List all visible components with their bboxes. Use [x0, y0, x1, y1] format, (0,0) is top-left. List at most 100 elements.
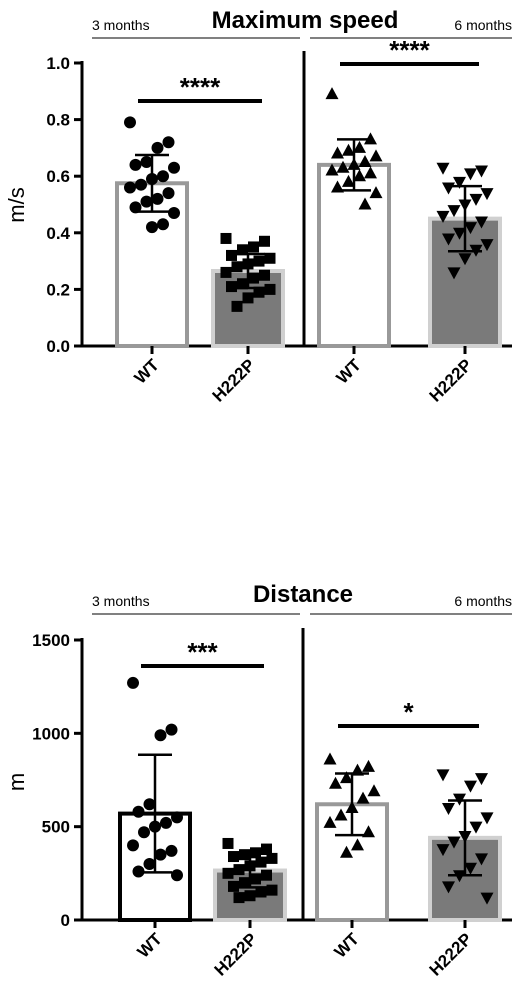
data-point — [331, 180, 344, 193]
x-category-label: H222P — [211, 929, 261, 979]
data-point — [132, 865, 145, 878]
data-point — [453, 793, 466, 806]
data-point — [244, 860, 256, 872]
data-point — [358, 197, 372, 210]
data-point — [157, 170, 169, 183]
x-category-label: WT — [134, 929, 167, 962]
data-point — [362, 759, 375, 772]
data-point — [237, 244, 248, 256]
data-point — [228, 851, 239, 863]
data-point — [233, 892, 245, 904]
data-point — [331, 146, 344, 159]
data-point — [259, 235, 270, 247]
data-point — [151, 192, 164, 205]
y-tick-label: 500 — [42, 818, 70, 837]
y-tick-label: 1000 — [32, 724, 70, 743]
data-point — [362, 825, 375, 838]
data-point — [264, 283, 276, 295]
data-point — [364, 166, 377, 179]
y-tick-label: 0.0 — [46, 337, 70, 356]
data-point — [447, 267, 461, 280]
data-point — [149, 820, 161, 833]
data-point — [253, 255, 265, 267]
data-point — [143, 858, 156, 870]
data-point — [266, 884, 278, 896]
data-point — [233, 864, 245, 876]
data-point — [248, 272, 259, 284]
y-tick-label: 1500 — [32, 631, 70, 650]
data-point — [323, 815, 337, 828]
data-point — [345, 801, 359, 813]
data-point — [239, 849, 250, 861]
data-point — [453, 870, 466, 883]
y-axis-label: m — [4, 773, 29, 791]
data-point — [453, 227, 466, 240]
data-point — [220, 232, 232, 244]
data-point — [447, 836, 461, 849]
data-point — [480, 239, 494, 252]
data-point — [353, 169, 366, 182]
data-point — [132, 805, 145, 818]
data-point — [458, 831, 472, 843]
data-point — [226, 249, 237, 261]
significance-stars: *** — [187, 637, 218, 667]
data-point — [436, 162, 450, 175]
y-tick-label: 1.0 — [46, 54, 70, 73]
data-point — [146, 173, 158, 186]
data-point — [369, 149, 383, 162]
data-point — [124, 181, 136, 194]
period-label-6-months: 6 months — [454, 17, 512, 33]
data-point — [129, 158, 142, 171]
data-point — [436, 769, 450, 782]
data-point — [458, 253, 472, 266]
distance-chart: Distance m 0 500 1000 1500 3 months WT H222P *** 6… — [4, 581, 512, 980]
chart-title: Distance — [253, 581, 353, 608]
data-point — [135, 178, 147, 191]
data-point — [334, 808, 348, 821]
x-category-label: H222P — [209, 355, 259, 405]
data-point — [442, 182, 455, 195]
x-category-label: H222P — [426, 929, 476, 979]
data-point — [154, 729, 167, 742]
significance-stars: **** — [180, 72, 221, 102]
data-point — [146, 221, 158, 234]
y-tick-label: 0.8 — [46, 111, 70, 130]
data-point — [351, 838, 364, 851]
data-point — [340, 845, 353, 858]
data-point — [138, 826, 150, 839]
data-point — [340, 771, 353, 784]
data-point — [248, 241, 259, 253]
data-point — [140, 156, 153, 169]
data-point — [266, 852, 278, 864]
y-tick-label: 0 — [61, 911, 70, 930]
data-point — [220, 266, 232, 278]
data-point — [162, 136, 175, 149]
data-point — [242, 292, 254, 304]
max-speed-chart: Maximum speed m/s 0.0 0.2 0.4 0.6 0.8 1.0 3 mont… — [4, 7, 512, 406]
data-point — [475, 165, 488, 178]
data-point — [323, 752, 337, 765]
data-point — [358, 155, 372, 168]
data-point — [464, 862, 477, 875]
data-point — [162, 187, 175, 200]
data-point — [171, 811, 183, 824]
data-point — [469, 193, 483, 206]
data-point — [480, 812, 494, 825]
data-point — [222, 837, 234, 849]
data-point — [237, 278, 248, 290]
data-point — [165, 723, 178, 736]
data-point — [464, 168, 477, 181]
data-point — [347, 157, 361, 170]
data-point — [165, 844, 178, 857]
data-point — [127, 676, 139, 689]
data-point — [351, 763, 364, 776]
data-point — [261, 869, 272, 881]
data-point — [475, 853, 488, 866]
data-point — [436, 210, 450, 223]
data-point — [129, 201, 142, 214]
data-point — [259, 269, 270, 281]
data-point — [255, 886, 267, 898]
period-label-3-months: 3 months — [92, 17, 150, 33]
significance-stars: **** — [389, 35, 430, 65]
data-point — [464, 222, 477, 235]
